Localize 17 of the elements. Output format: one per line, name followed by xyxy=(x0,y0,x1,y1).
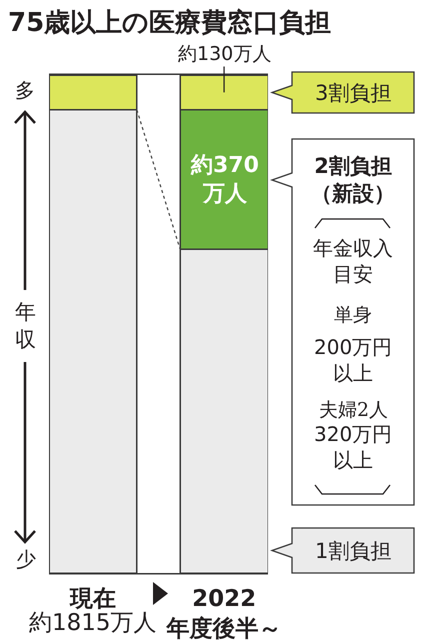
x-tick-label: 現在 xyxy=(68,586,116,612)
annotation: 約370万人 xyxy=(190,153,259,207)
text: 夫婦2人 xyxy=(319,399,388,421)
text: 2割負担（新設） xyxy=(311,154,395,206)
text: 年金収入目安 xyxy=(313,236,393,286)
text: 約130万人 xyxy=(178,43,272,65)
text: 3割負担 xyxy=(315,81,392,105)
chart-title: 75歳以上の医療費窓口負担 xyxy=(8,8,332,38)
text: 1割負担 xyxy=(315,539,392,563)
text: 約1815万人 xyxy=(29,610,157,636)
text: 少 xyxy=(16,547,36,571)
text: 単身 xyxy=(334,304,372,326)
text: 200万円以上 xyxy=(314,335,392,385)
text: 320万円以上 xyxy=(314,422,392,472)
y-axis-title: 年収 xyxy=(15,300,36,352)
text: 多 xyxy=(15,78,35,102)
x-tick-label: 2022年度後半～ xyxy=(166,586,282,640)
